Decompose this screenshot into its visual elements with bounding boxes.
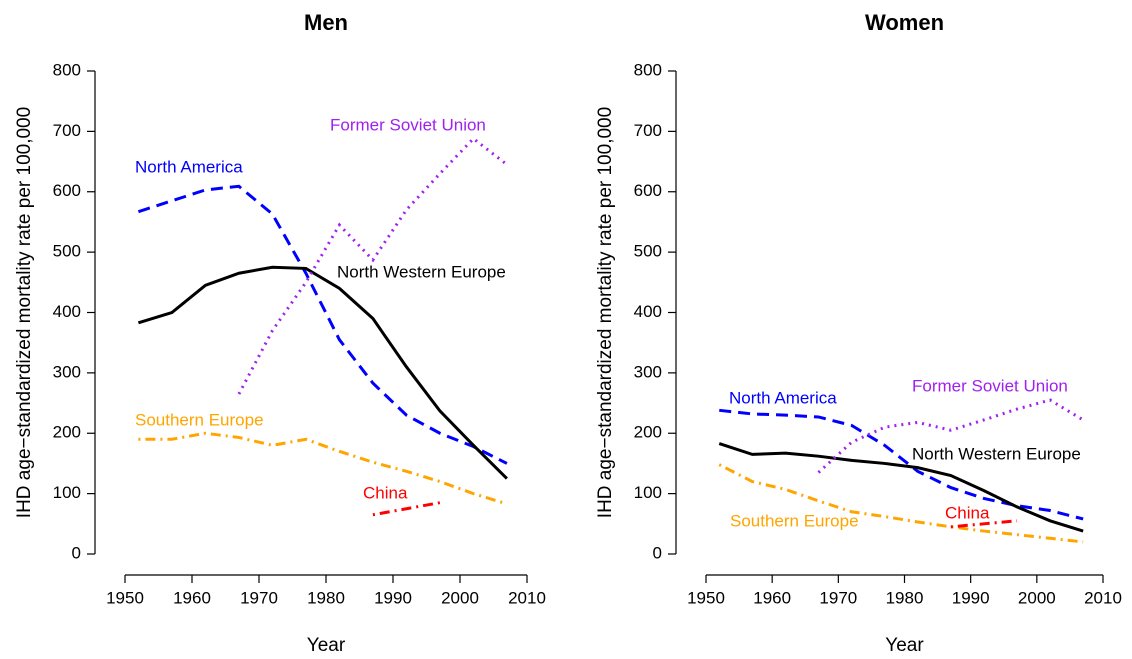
x-tick-label: 1950: [687, 588, 725, 607]
y-tick-label: 500: [634, 242, 662, 261]
series-label: Former Soviet Union: [912, 376, 1068, 395]
x-axis-label: Year: [307, 635, 346, 656]
x-tick-label: 2010: [1084, 588, 1122, 607]
y-tick-label: 100: [634, 483, 662, 502]
y-tick-label: 100: [53, 483, 81, 502]
series-line: [719, 408, 1084, 521]
y-tick-label: 800: [53, 60, 81, 79]
series-label: North Western Europe: [912, 444, 1081, 463]
x-tick-label: 1990: [374, 588, 412, 607]
series-line: [718, 463, 1084, 544]
series-label: Former Soviet Union: [330, 115, 486, 134]
series-label: Southern Europe: [730, 511, 859, 530]
series-label: North America: [135, 157, 243, 176]
y-tick-label: 0: [72, 543, 81, 562]
series-label: China: [945, 503, 990, 522]
series-line: [817, 398, 1084, 474]
y-tick-label: 400: [634, 302, 662, 321]
x-tick-label: 1980: [886, 588, 924, 607]
x-tick-label: 1970: [819, 588, 857, 607]
y-tick-label: 700: [634, 121, 662, 140]
y-axis-label: IHD age−standardized mortality rate per …: [595, 107, 616, 518]
y-tick-label: 0: [653, 543, 662, 562]
y-tick-label: 800: [634, 60, 662, 79]
x-tick-label: 1950: [106, 588, 144, 607]
x-tick-label: 1970: [240, 588, 278, 607]
series-line: [138, 431, 508, 506]
chart-title: Women: [865, 10, 944, 35]
series-label: North America: [729, 388, 837, 407]
y-tick-label: 200: [53, 423, 81, 442]
y-tick-label: 700: [53, 121, 81, 140]
y-tick-label: 200: [634, 423, 662, 442]
x-tick-label: 1990: [952, 588, 990, 607]
series-label: North Western Europe: [337, 262, 506, 281]
series-label: Southern Europe: [135, 410, 264, 429]
x-tick-label: 1980: [307, 588, 345, 607]
series-line: [137, 184, 508, 465]
y-tick-label: 300: [53, 362, 81, 381]
series-line: [372, 501, 441, 517]
x-tick-label: 2000: [441, 588, 479, 607]
y-tick-label: 500: [53, 242, 81, 261]
series-line: [950, 519, 1018, 529]
y-axis-label: IHD age−standardized mortality rate per …: [14, 107, 35, 518]
x-axis-label: Year: [885, 635, 924, 656]
y-tick-label: 600: [634, 181, 662, 200]
series-label: China: [363, 483, 408, 502]
y-tick-label: 300: [634, 362, 662, 381]
series-line: [137, 265, 508, 480]
series-line: [718, 442, 1084, 533]
series-line: [237, 136, 508, 395]
x-tick-label: 1960: [173, 588, 211, 607]
x-tick-label: 2000: [1018, 588, 1056, 607]
y-tick-label: 400: [53, 302, 81, 321]
chart-title: Men: [304, 10, 348, 35]
y-tick-label: 600: [53, 181, 81, 200]
x-tick-label: 2010: [508, 588, 546, 607]
x-tick-label: 1960: [753, 588, 791, 607]
